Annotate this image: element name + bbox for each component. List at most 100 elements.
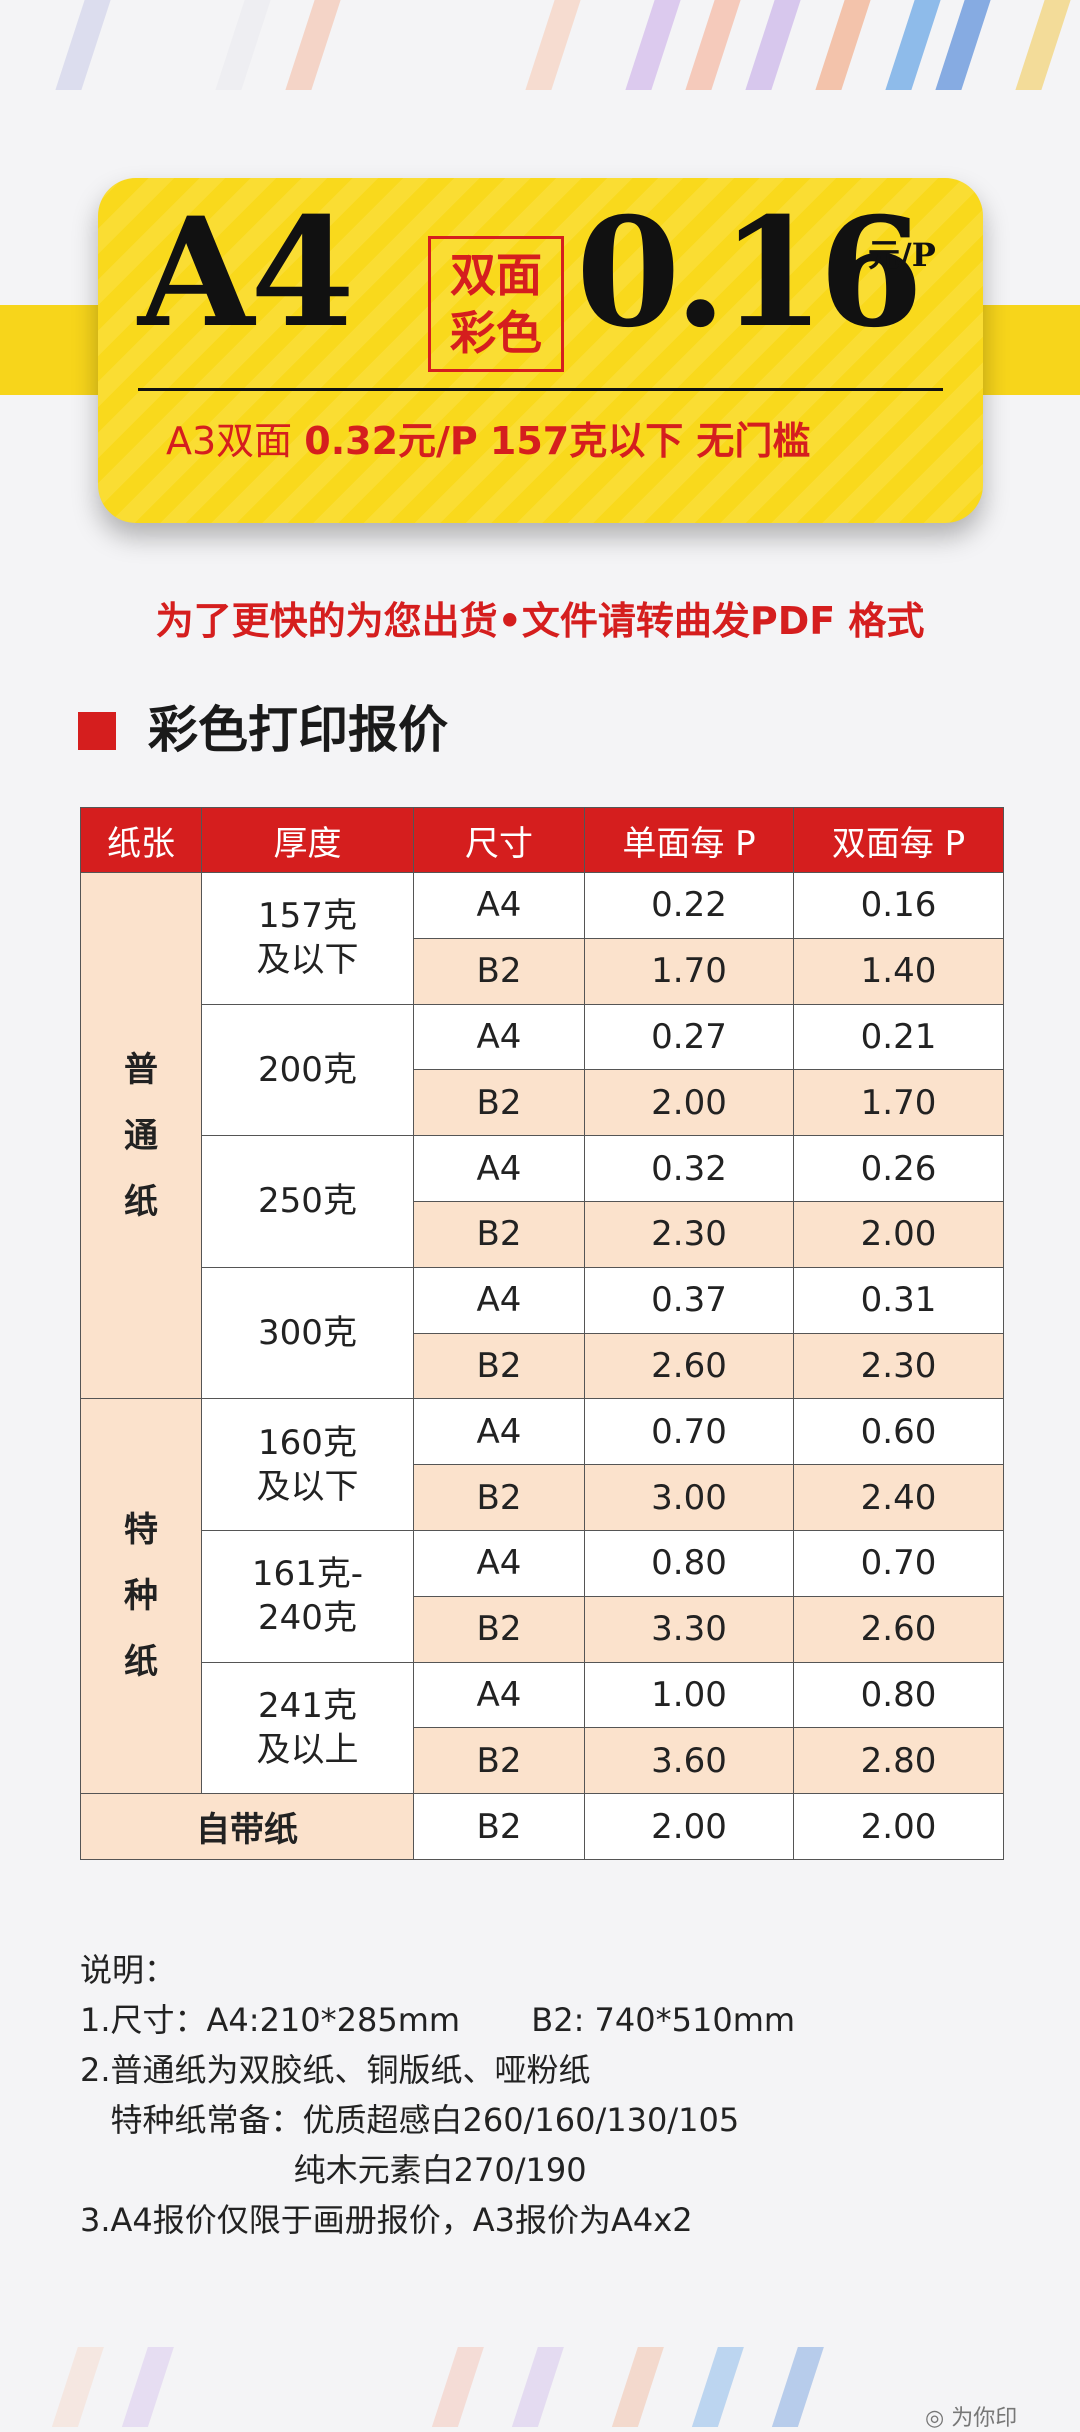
double-price-cell: 2.40 (793, 1464, 1004, 1531)
decor-stripe (522, 0, 584, 90)
section-title: 彩色打印报价 (148, 701, 448, 759)
decor-stripe (682, 0, 744, 90)
size-cell: B2 (413, 1595, 585, 1663)
size-cell: B2 (413, 1332, 585, 1400)
double-price-cell: 1.40 (793, 937, 1004, 1005)
single-price-cell: 3.60 (584, 1727, 794, 1795)
single-price-cell: 2.30 (584, 1200, 794, 1268)
decor-stripe (422, 2347, 484, 2427)
notes: 说明： 1.尺寸：A4:210*285mm B2: 740*510mm 2.普通… (80, 1945, 795, 2245)
watermark-text: 为你印 (951, 2406, 1018, 2431)
size-cell: B2 (413, 1793, 585, 1860)
table-header-row: 纸张 厚度 尺寸 单面每 P 双面每 P (80, 807, 1004, 873)
file-format-notice: 为了更快的为您出货•文件请转曲发PDF 格式 (155, 599, 925, 643)
double-price-cell: 2.80 (793, 1727, 1004, 1795)
single-price-cell: 0.70 (584, 1398, 794, 1466)
size-cell: B2 (413, 1727, 585, 1795)
size-cell: A4 (413, 1135, 585, 1202)
size-cell: A4 (413, 1661, 585, 1729)
decor-stripe (602, 2347, 664, 2427)
banner-size: A4 (138, 185, 355, 361)
thickness-cell: 157克 及以下 (201, 872, 414, 1005)
banner-sub-price: 0.32元/P (304, 419, 478, 463)
double-price-cell: 1.70 (793, 1069, 1004, 1137)
thickness-cell: 300克 (201, 1266, 414, 1400)
banner-sub-suffix: 157克以下 无门槛 (489, 419, 811, 463)
decor-stripe (52, 0, 114, 90)
double-price-cell: 2.60 (793, 1595, 1004, 1663)
decor-stripe (882, 0, 944, 90)
size-cell: A4 (413, 1266, 585, 1334)
table-row: 161克- 240克 A4 0.80 0.70 (81, 1529, 1004, 1663)
table-row: B2 3.30 2.60 (81, 1595, 1004, 1663)
thickness-cell: 250克 (201, 1135, 414, 1268)
single-price-cell: 3.30 (584, 1595, 794, 1663)
table-row: B2 2.60 2.30 (81, 1332, 1004, 1400)
header-double: 双面每 P (793, 807, 1004, 873)
single-price-cell: 0.22 (584, 872, 794, 939)
wechat-icon: ◎ (925, 2406, 945, 2431)
thickness-cell: 160克 及以下 (201, 1398, 414, 1531)
size-cell: B2 (413, 1200, 585, 1268)
table-row: 200克 A4 0.27 0.21 (81, 1003, 1004, 1137)
single-price-cell: 0.80 (584, 1529, 794, 1597)
header-paper: 纸张 (80, 807, 202, 873)
bottom-decoration (0, 2337, 1080, 2427)
table-row-own-paper: 自带纸 B2 2.00 2.00 (80, 1793, 1004, 1860)
single-price-cell: 0.27 (584, 1003, 794, 1071)
banner-tag: 双面 彩色 (428, 236, 564, 372)
category-own-paper: 自带纸 (80, 1793, 414, 1860)
decor-stripe (932, 0, 994, 90)
table-row: B2 2.00 1.70 (81, 1069, 1004, 1137)
decor-stripe (212, 0, 274, 90)
section-marker-icon (78, 712, 116, 750)
top-decoration (0, 0, 1080, 90)
double-price-cell: 0.16 (793, 872, 1004, 939)
decor-stripe (282, 0, 344, 90)
thickness-cell: 241克 及以上 (201, 1661, 414, 1795)
table-row: B2 1.70 1.40 (81, 937, 1004, 1005)
watermark: ◎ 为你印 (925, 2400, 1017, 2432)
table-row: 250克 A4 0.32 0.26 (81, 1135, 1004, 1268)
banner-sub-prefix: A3双面 (166, 419, 293, 463)
double-price-cell: 0.70 (793, 1529, 1004, 1597)
size-cell: B2 (413, 937, 585, 1005)
decor-stripe (42, 2347, 104, 2427)
double-price-cell: 2.00 (793, 1793, 1004, 1860)
single-price-cell: 0.32 (584, 1135, 794, 1202)
double-price-cell: 2.30 (793, 1332, 1004, 1400)
decor-stripe (112, 2347, 174, 2427)
note-line: 1.尺寸：A4:210*285mm B2: 740*510mm (80, 2001, 796, 2039)
thickness-cell: 200克 (201, 1003, 414, 1137)
category-plain-paper: 普通纸 (80, 871, 202, 1400)
size-cell: A4 (413, 1003, 585, 1071)
decor-stripe (1012, 0, 1074, 90)
double-price-cell: 0.31 (793, 1266, 1004, 1334)
table-row: 300克 A4 0.37 0.31 (81, 1266, 1004, 1400)
decor-stripe (762, 2347, 824, 2427)
note-line: 纯木元素白270/190 (80, 2151, 587, 2189)
decor-stripe (742, 0, 804, 90)
header-size: 尺寸 (413, 807, 585, 873)
banner-rule (138, 388, 943, 391)
decor-stripe (812, 0, 874, 90)
table-row: B2 2.30 2.00 (81, 1200, 1004, 1268)
price-table: 纸张 厚度 尺寸 单面每 P 双面每 P 普通纸 157克 及以下 A4 0.22 0.1… (80, 807, 1004, 1860)
table-row: 普通纸 157克 及以下 A4 0.22 0.16 (80, 871, 1004, 1400)
note-line: 说明： (80, 1951, 177, 1989)
note-line: 3.A4报价仅限于画册报价，A3报价为A4x2 (80, 2201, 693, 2239)
size-cell: A4 (413, 1529, 585, 1597)
single-price-cell: 3.00 (584, 1464, 794, 1531)
double-price-cell: 2.00 (793, 1200, 1004, 1268)
thickness-cell: 161克- 240克 (201, 1529, 414, 1663)
single-price-cell: 1.00 (584, 1661, 794, 1729)
double-price-cell: 0.26 (793, 1135, 1004, 1202)
double-price-cell: 0.60 (793, 1398, 1004, 1466)
decor-stripe (622, 0, 684, 90)
banner-unit: 元/P (868, 236, 936, 274)
table-row: B2 3.00 2.40 (81, 1464, 1004, 1531)
size-cell: B2 (413, 1069, 585, 1137)
price-banner: A4 双面 彩色 0.16 元/P A3双面 0.32元/P 157克以下 无门… (98, 178, 983, 523)
table-row: B2 3.60 2.80 (81, 1727, 1004, 1795)
double-price-cell: 0.80 (793, 1661, 1004, 1729)
